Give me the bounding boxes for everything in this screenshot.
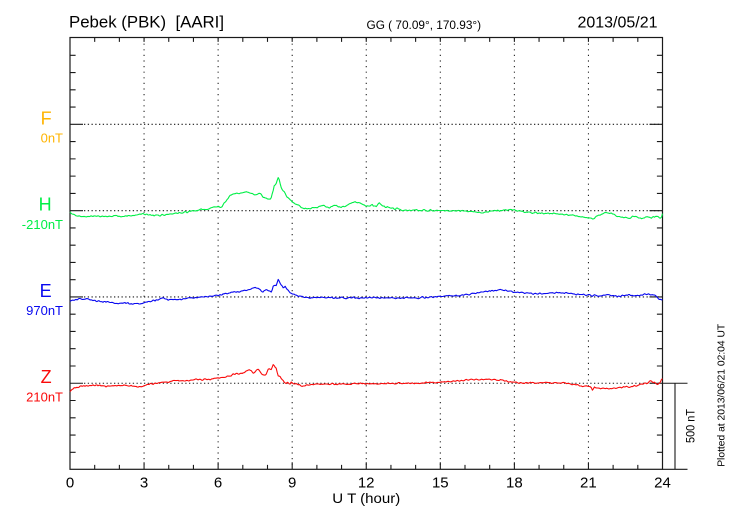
svg-text:210nT: 210nT xyxy=(26,389,63,404)
svg-text:970nT: 970nT xyxy=(26,303,63,318)
svg-text:500 nT: 500 nT xyxy=(686,409,698,443)
svg-text:0nT: 0nT xyxy=(41,131,63,146)
svg-text:0: 0 xyxy=(66,474,74,491)
svg-text:U T (hour): U T (hour) xyxy=(332,491,400,506)
svg-text:Z: Z xyxy=(41,367,52,387)
svg-text:Pebek (PBK) [AARI]: Pebek (PBK) [AARI] xyxy=(69,12,224,31)
svg-text:6: 6 xyxy=(214,474,222,491)
svg-text:E: E xyxy=(40,281,52,301)
svg-text:21: 21 xyxy=(580,474,597,491)
svg-text:24: 24 xyxy=(654,474,671,491)
svg-text:Plotted at 2013/06/21 02:04 UT: Plotted at 2013/06/21 02:04 UT xyxy=(717,324,728,467)
svg-text:18: 18 xyxy=(506,474,523,491)
svg-text:2013/05/21: 2013/05/21 xyxy=(578,15,658,32)
svg-text:12: 12 xyxy=(358,474,375,491)
svg-text:3: 3 xyxy=(140,474,148,491)
svg-text:15: 15 xyxy=(432,474,449,491)
svg-text:H: H xyxy=(39,195,52,215)
svg-text:9: 9 xyxy=(288,474,296,491)
svg-text:F: F xyxy=(41,108,52,128)
svg-text:GG ( 70.09°, 170.93°): GG ( 70.09°, 170.93°) xyxy=(367,18,482,32)
svg-text:-210nT: -210nT xyxy=(22,217,63,232)
